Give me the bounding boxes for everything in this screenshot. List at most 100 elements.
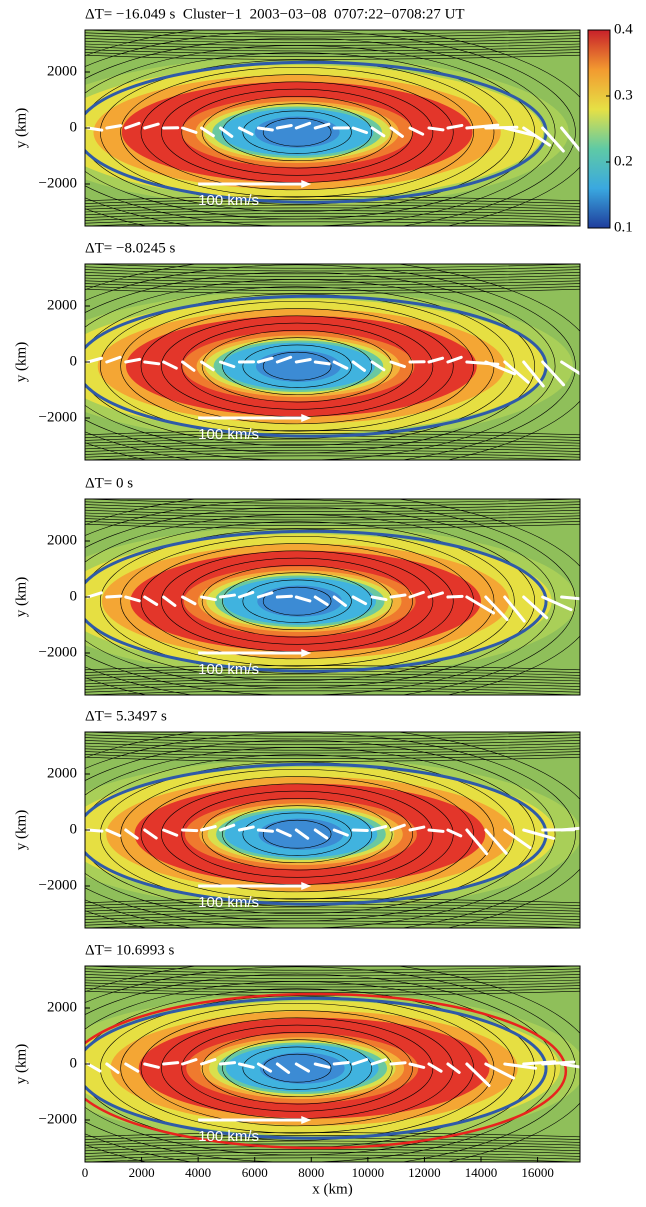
panel-title: ΔT= −8.0245 s <box>85 240 175 256</box>
flow-arrow <box>181 1058 198 1066</box>
flow-arrow <box>370 360 386 372</box>
panel-title: ΔT= −16.049 s Cluster−1 2003−03−08 0707:… <box>85 6 465 22</box>
contour-line <box>181 88 413 176</box>
contour-line <box>85 40 580 46</box>
contour-line <box>85 917 580 923</box>
y-tick-label: −2000 <box>39 644 77 660</box>
contour-line <box>242 110 352 154</box>
flow-arrow <box>181 595 197 606</box>
flow-arrow <box>124 828 139 840</box>
separatrix <box>85 996 548 1140</box>
flow-arrow <box>522 595 549 620</box>
contour-line <box>85 280 580 286</box>
contour-line <box>181 322 413 410</box>
scale-arrow-head <box>301 882 312 890</box>
flow-arrow <box>86 126 104 132</box>
flow-arrow <box>275 124 293 130</box>
contour-line <box>85 979 580 985</box>
field <box>85 30 580 226</box>
flow-arrow <box>541 360 566 387</box>
contour-line <box>85 32 580 38</box>
contour-line <box>85 737 580 743</box>
x-axis-label: x (km) <box>312 1181 352 1197</box>
flow-arrow <box>484 360 517 376</box>
contour-line <box>242 1046 352 1090</box>
panel: 100 km/s ΔT= 5.3497 s −2000 0 2000 y (km) <box>13 708 581 929</box>
contour-line <box>201 798 393 871</box>
contour-line <box>85 35 580 41</box>
y-tick-label: 2000 <box>47 532 77 548</box>
contour-line <box>85 264 580 269</box>
flow-arrow <box>427 591 444 599</box>
panel: 100 km/s ΔT= 0 s −2000 0 2000 y (km) <box>13 475 581 696</box>
flow-arrow <box>465 595 495 615</box>
x-tick-label: 4000 <box>185 1165 211 1180</box>
contour-line <box>85 734 580 740</box>
flow-arrow <box>200 825 217 832</box>
contour-line <box>85 966 580 971</box>
flow-arrow <box>351 360 366 372</box>
contour-line <box>140 543 454 660</box>
panel-title: ΔT= 10.6993 s <box>85 942 175 958</box>
y-tick-label: −2000 <box>39 1111 77 1127</box>
contour-line <box>85 288 580 294</box>
contour-line <box>85 52 580 57</box>
y-tick-label: −2000 <box>39 877 77 893</box>
contour-line <box>85 441 580 447</box>
contour-line <box>85 739 556 928</box>
flow-arrow <box>427 126 445 132</box>
contour-line <box>85 30 580 35</box>
flow-arrow <box>503 828 532 850</box>
contour-line <box>85 218 580 224</box>
contour-line <box>85 438 580 444</box>
contour-line <box>85 920 580 926</box>
flow-arrow <box>313 360 331 366</box>
contour-line <box>85 745 580 751</box>
contour-line <box>85 523 580 529</box>
contour-line <box>85 742 580 748</box>
flow-arrow <box>294 121 312 130</box>
flow-arrow <box>408 590 425 599</box>
flow-arrow <box>560 595 580 601</box>
contour-line <box>201 1032 393 1105</box>
contour-line <box>85 1135 580 1140</box>
contour-line <box>85 499 576 695</box>
contour-line <box>85 988 580 993</box>
flow-arrow <box>275 1062 291 1074</box>
contour-line <box>85 504 580 510</box>
panel-title: ΔT= 5.3497 s <box>85 708 167 724</box>
contour-line <box>140 74 454 191</box>
flow-arrow <box>484 828 508 855</box>
contour-line <box>85 906 580 912</box>
contour-line <box>120 1002 474 1134</box>
flow-arrow <box>256 356 274 364</box>
contour-line <box>222 1039 373 1098</box>
flow-arrow <box>237 825 255 832</box>
contour-line <box>85 1140 580 1146</box>
y-axis-label: y (km) <box>13 342 29 382</box>
flow-arrow <box>446 355 463 364</box>
flow-arrow <box>332 828 349 837</box>
contour-line <box>85 976 580 982</box>
scale-label: 100 km/s <box>198 192 259 209</box>
contour-line <box>85 264 576 460</box>
contour-line <box>85 507 580 512</box>
flow-arrow <box>446 828 463 838</box>
flow-arrow <box>427 828 445 833</box>
flow-arrow <box>181 126 198 134</box>
flow-arrow <box>181 360 196 372</box>
scale-arrow-head <box>301 1116 312 1124</box>
contour-line <box>85 286 580 291</box>
flow-arrow <box>503 126 537 138</box>
flow-arrow <box>105 1062 120 1074</box>
contour-line <box>85 277 580 283</box>
contour-line <box>85 990 580 996</box>
contour-line <box>181 790 413 878</box>
contour-line <box>85 455 580 460</box>
contour-line <box>85 283 580 289</box>
flow-arrow <box>143 1062 160 1069</box>
flow-arrow <box>389 1061 407 1066</box>
contour-line <box>262 117 332 147</box>
contour-line <box>181 557 413 645</box>
flow-arrow <box>427 356 445 364</box>
